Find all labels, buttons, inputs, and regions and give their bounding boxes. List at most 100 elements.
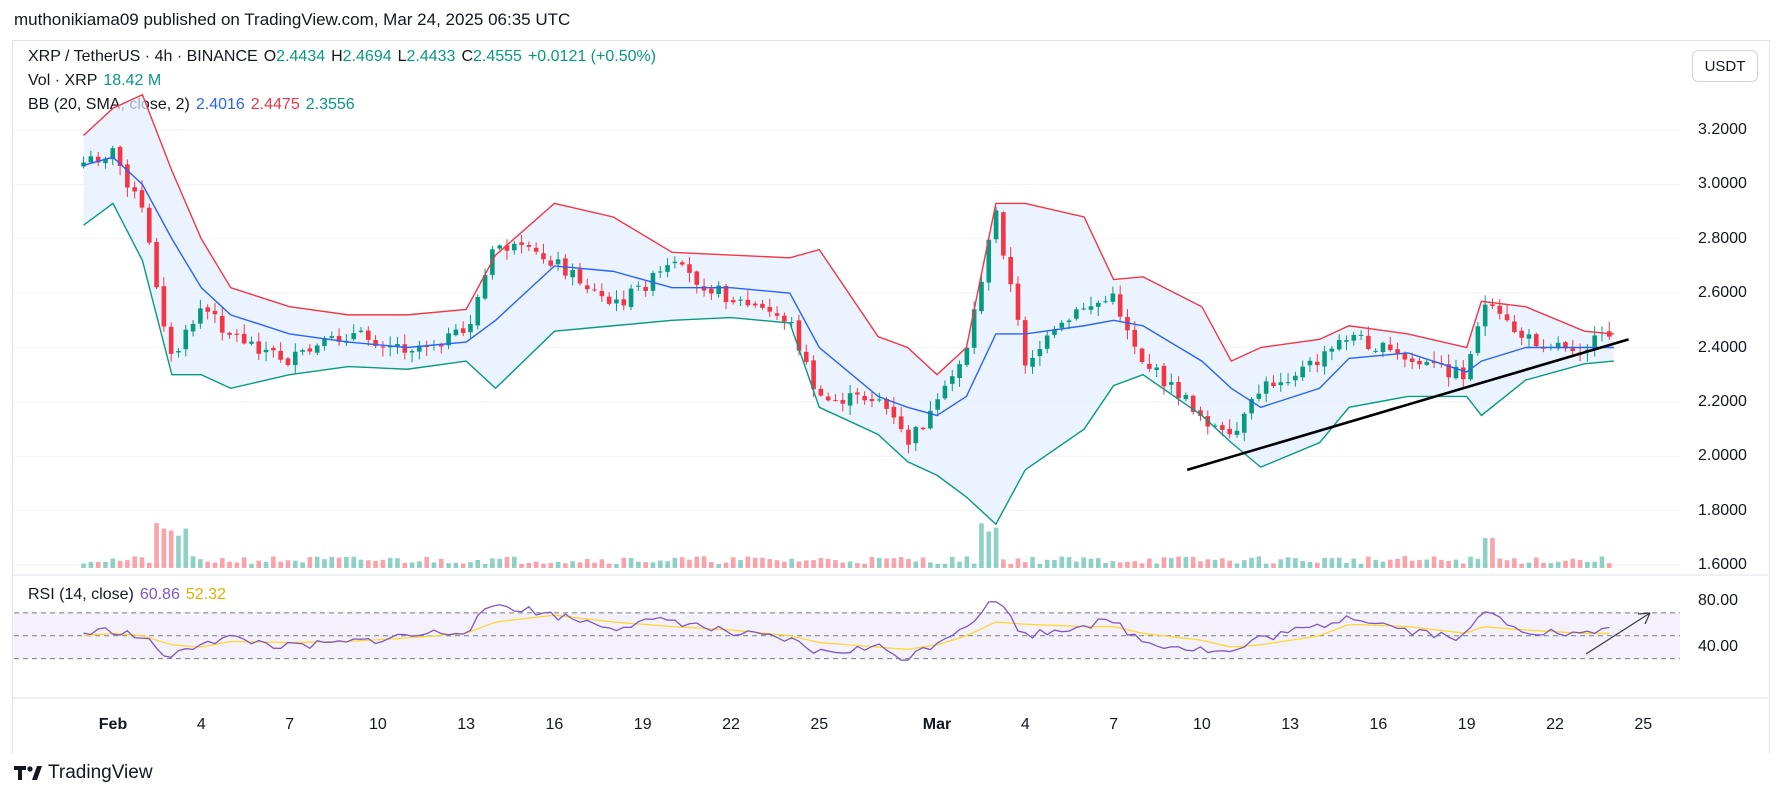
volume-bar	[249, 563, 254, 568]
volume-bar	[1446, 560, 1451, 568]
volume-bar	[103, 561, 108, 568]
volume-bar	[329, 556, 335, 568]
candle-body	[1212, 425, 1218, 427]
candle-body	[1490, 304, 1495, 306]
volume-bar	[862, 563, 867, 568]
time-tick-label: 22	[722, 716, 740, 733]
volume-bar	[1497, 558, 1503, 568]
volume-bar	[628, 557, 634, 568]
candle-body	[183, 329, 189, 350]
high-value: 2.4694	[342, 48, 392, 65]
candle-body	[672, 261, 678, 264]
time-tick-label: 7	[1109, 716, 1119, 733]
volume-bar	[212, 562, 218, 568]
volume-bar	[219, 558, 225, 568]
volume-bar	[1351, 558, 1357, 568]
volume-bar	[1154, 563, 1159, 568]
volume-bar	[906, 559, 911, 568]
rsi-tick-label: 40.00	[1698, 638, 1739, 656]
volume-bar	[519, 563, 524, 568]
candle-body	[219, 315, 225, 333]
candle-body	[212, 310, 218, 315]
candle-body	[548, 260, 554, 266]
candle-body	[1519, 330, 1524, 338]
candle-body	[1008, 256, 1013, 285]
bb-legend: BB (20, SMA, close, 2) 2.4016 2.4475 2.3556	[28, 96, 361, 114]
candle-body	[738, 299, 743, 301]
time-tick-label: 25	[1634, 716, 1653, 733]
volume-bar	[1431, 556, 1437, 568]
candle-body	[1424, 362, 1430, 365]
candle-body	[584, 285, 590, 290]
candle-body	[1314, 361, 1320, 366]
candle-body	[263, 349, 269, 353]
candle-body	[1161, 365, 1167, 387]
rsi-arrow-line[interactable]	[1585, 612, 1651, 655]
change-value: +0.0121 (+0.50%)	[527, 48, 657, 65]
volume-bar	[395, 558, 400, 568]
candle-body	[88, 156, 94, 163]
candle-body	[1030, 357, 1035, 367]
volume-bar	[300, 562, 305, 568]
volume-bar	[1117, 562, 1123, 568]
candle-body	[1293, 375, 1298, 381]
candle-body	[555, 259, 561, 265]
candle-body	[365, 330, 371, 340]
candle-body	[526, 244, 532, 247]
candle-body	[139, 190, 145, 208]
volume-bar	[767, 559, 773, 568]
candle-body	[234, 333, 240, 335]
volume-bar	[563, 563, 568, 568]
candle-body	[1110, 293, 1116, 302]
candle-body	[971, 309, 977, 348]
candle-body	[1125, 316, 1130, 331]
time-tick-label: 7	[285, 716, 295, 733]
volume-bar	[1504, 560, 1510, 568]
volume-bar	[446, 563, 451, 568]
volume-bar	[592, 562, 597, 568]
volume-label[interactable]: Vol · XRP	[28, 72, 98, 89]
candle-body	[1504, 314, 1510, 321]
candle-body	[1409, 358, 1415, 362]
candle-body	[606, 296, 612, 304]
price-tick-label: 1.8000	[1698, 501, 1747, 519]
volume-bar	[1300, 560, 1305, 568]
volume-bar	[1563, 560, 1568, 568]
candle-body	[409, 351, 415, 353]
volume-bar	[431, 562, 437, 568]
candle-body	[256, 341, 262, 354]
volume-bar	[957, 561, 962, 568]
volume-bar	[606, 563, 612, 568]
rsi-label[interactable]: RSI (14, close)	[28, 586, 134, 603]
bb-upper-value: 2.4475	[250, 96, 300, 113]
candle-body	[1395, 349, 1400, 354]
candle-body	[957, 364, 962, 378]
volume-bar	[1205, 559, 1211, 568]
bb-label[interactable]: BB (20, SMA, close, 2)	[28, 96, 190, 113]
volume-bar	[1227, 560, 1232, 568]
candle-body	[949, 376, 955, 384]
candle-body	[519, 242, 524, 245]
ascending-trendline[interactable]	[1186, 338, 1629, 472]
volume-bar	[271, 556, 276, 568]
currency-button[interactable]: USDT	[1692, 50, 1758, 82]
tradingview-brand[interactable]: TradingView	[14, 762, 153, 784]
volume-bar	[752, 557, 758, 568]
candle-body	[329, 336, 335, 338]
candle-body	[1190, 395, 1196, 412]
volume-bar	[1059, 556, 1065, 568]
candle-body	[767, 307, 773, 312]
candle-body	[752, 303, 758, 306]
volume-bar	[1285, 557, 1291, 568]
close-value: 2.4555	[473, 48, 522, 65]
candle-body	[1154, 367, 1159, 371]
volume-bar	[475, 559, 481, 568]
candle-body	[1475, 326, 1481, 353]
volume-bar	[497, 558, 502, 568]
candle-body	[1088, 306, 1094, 310]
symbol-label[interactable]: XRP / TetherUS · 4h · BINANCE	[28, 48, 258, 65]
price-tick-label: 3.0000	[1698, 175, 1747, 193]
candle-body	[665, 265, 670, 272]
volume-bar	[1387, 559, 1393, 568]
volume-bar	[840, 562, 846, 568]
